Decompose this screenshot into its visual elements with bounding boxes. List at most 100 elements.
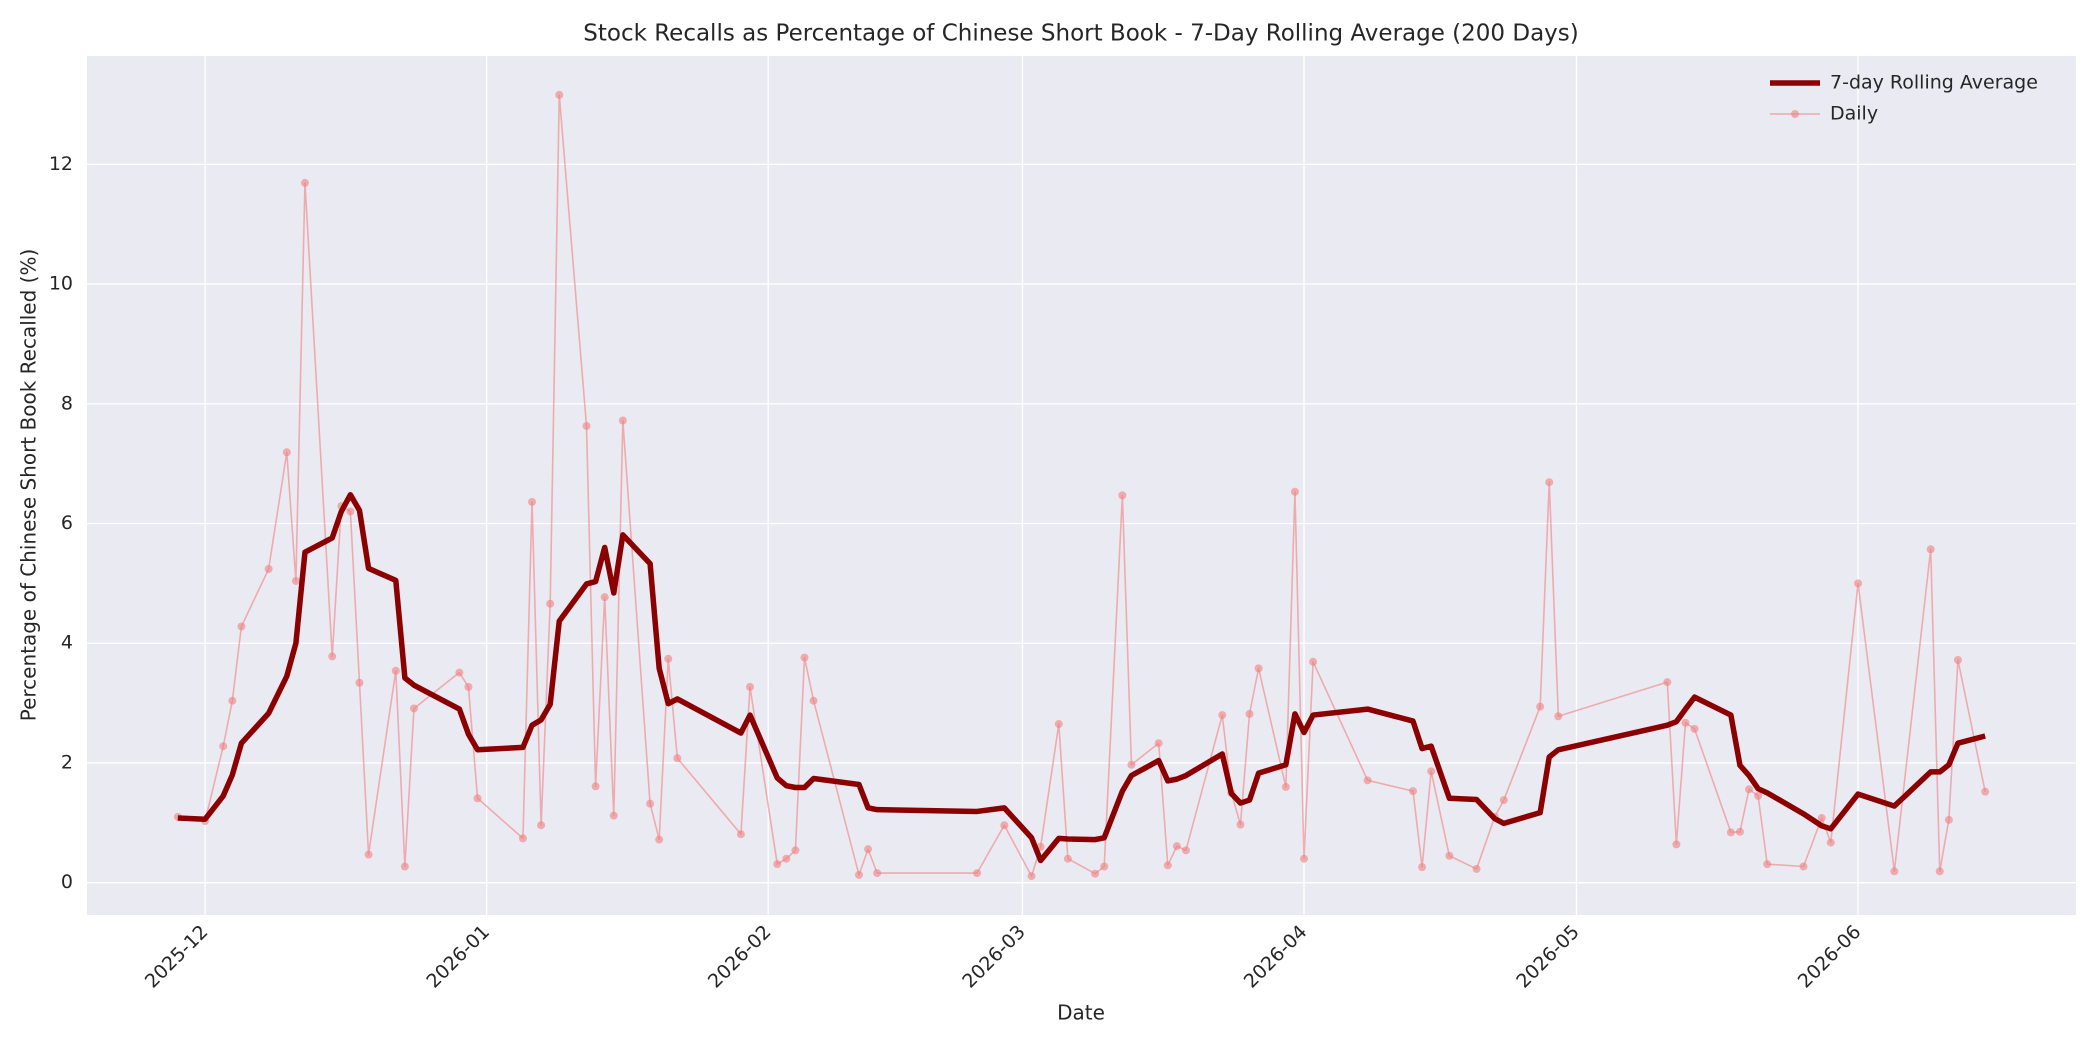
data-point <box>464 682 473 691</box>
data-point <box>1681 718 1690 727</box>
data-point <box>1418 863 1427 872</box>
data-point <box>346 507 355 516</box>
data-point <box>1100 862 1109 871</box>
data-point <box>736 830 745 839</box>
data-point <box>1290 487 1299 496</box>
data-point <box>809 696 818 705</box>
y-tick-label: 8 <box>61 392 73 414</box>
x-tick-label: 2026-04 <box>1240 921 1312 993</box>
data-point <box>400 862 409 871</box>
data-point <box>1363 776 1372 785</box>
data-point <box>1281 782 1290 791</box>
legend-label: 7-day Rolling Average <box>1830 72 2038 94</box>
data-point <box>528 497 537 506</box>
series-line <box>177 492 1986 864</box>
data-point <box>773 860 782 869</box>
data-point <box>1409 787 1417 796</box>
data-point <box>228 696 237 705</box>
data-point <box>864 845 873 854</box>
data-point <box>300 178 309 187</box>
data-point <box>1763 860 1772 869</box>
data-point <box>1054 720 1063 729</box>
data-point <box>546 599 555 608</box>
y-tick-label: 6 <box>61 512 73 534</box>
data-point <box>1935 867 1944 876</box>
data-point <box>1300 854 1309 863</box>
data-point <box>264 565 273 574</box>
x-axis-label: Date <box>1057 1001 1105 1025</box>
x-tick-label: 2026-03 <box>958 921 1030 993</box>
data-point <box>646 799 655 808</box>
data-point <box>473 794 482 803</box>
data-point <box>455 668 464 677</box>
data-point <box>282 448 291 457</box>
plot-area <box>87 56 2076 915</box>
data-point <box>1726 828 1735 837</box>
data-point <box>1472 864 1481 873</box>
data-point <box>1427 767 1436 776</box>
data-point <box>800 653 809 662</box>
y-tick-label: 4 <box>61 632 73 654</box>
data-point <box>591 782 600 791</box>
data-point <box>791 846 800 855</box>
data-point <box>391 666 400 675</box>
data-point <box>746 682 754 691</box>
y-tick-label: 2 <box>61 751 73 773</box>
data-point <box>409 704 418 713</box>
data-point <box>1309 657 1318 666</box>
data-point <box>219 742 228 751</box>
data-point <box>655 835 664 844</box>
data-point <box>600 593 609 602</box>
data-point <box>1027 872 1036 881</box>
x-tick-label: 2026-05 <box>1512 921 1584 993</box>
data-point <box>1745 785 1754 794</box>
data-point <box>1063 854 1072 863</box>
data-point <box>1554 712 1563 721</box>
data-point <box>609 811 618 820</box>
data-point <box>582 421 591 430</box>
data-point <box>1445 851 1454 860</box>
data-point <box>1154 739 1163 748</box>
data-point <box>1735 827 1744 836</box>
data-point <box>1172 842 1181 851</box>
x-tick-label: 2026-02 <box>704 921 776 993</box>
data-point <box>518 834 527 843</box>
data-point <box>1118 491 1127 500</box>
data-point <box>237 622 246 631</box>
legend-marker <box>1791 110 1799 118</box>
data-point <box>1799 862 1808 871</box>
data-point <box>537 821 546 830</box>
legend: 7-day Rolling Average Daily <box>1770 72 2038 125</box>
y-axis-label: Percentage of Chinese Short Book Recalle… <box>17 249 41 722</box>
data-point <box>854 870 863 879</box>
data-point <box>1926 545 1935 554</box>
data-point <box>1245 709 1254 718</box>
data-point <box>1181 846 1190 855</box>
data-point <box>328 652 337 661</box>
data-point <box>555 90 564 99</box>
data-point <box>364 850 373 859</box>
x-tick-label: 2025-12 <box>141 921 213 993</box>
data-point <box>973 869 982 878</box>
data-point <box>1854 579 1863 588</box>
data-point <box>673 754 682 763</box>
data-point <box>1545 478 1554 487</box>
data-point <box>291 576 300 585</box>
y-tick-label: 12 <box>49 153 73 175</box>
data-point <box>1254 664 1263 673</box>
data-point <box>1890 867 1899 876</box>
data-point <box>1690 724 1699 733</box>
data-point <box>1236 820 1245 829</box>
data-point <box>1000 821 1009 830</box>
data-point <box>664 654 673 663</box>
x-tick-label: 2026-06 <box>1794 921 1866 993</box>
data-point <box>1218 711 1227 720</box>
data-point <box>782 854 791 863</box>
data-point <box>1981 787 1990 796</box>
data-point <box>1953 655 1962 664</box>
data-point <box>1663 678 1672 687</box>
data-point <box>1499 796 1508 805</box>
data-point <box>1826 838 1835 847</box>
data-point <box>355 678 364 687</box>
